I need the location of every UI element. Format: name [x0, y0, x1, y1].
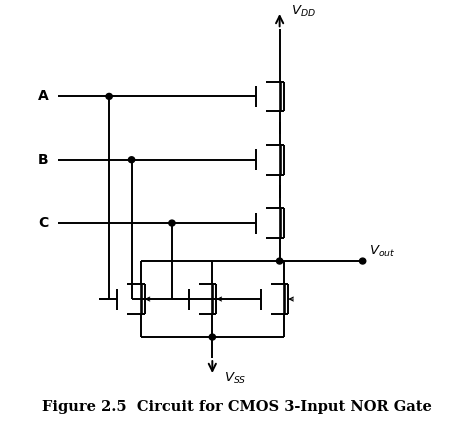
Text: $V_{SS}$: $V_{SS}$ — [224, 371, 246, 386]
Circle shape — [106, 94, 112, 99]
Text: $V_{DD}$: $V_{DD}$ — [291, 4, 316, 20]
Text: C: C — [38, 216, 48, 230]
Circle shape — [128, 157, 135, 163]
Text: $V_{out}$: $V_{out}$ — [369, 244, 396, 259]
Circle shape — [169, 220, 175, 226]
Text: B: B — [38, 153, 48, 167]
Text: A: A — [38, 89, 48, 103]
Circle shape — [276, 258, 283, 264]
Text: Figure 2.5  Circuit for CMOS 3-Input NOR Gate: Figure 2.5 Circuit for CMOS 3-Input NOR … — [42, 400, 432, 414]
Circle shape — [209, 334, 216, 340]
Circle shape — [359, 258, 366, 264]
